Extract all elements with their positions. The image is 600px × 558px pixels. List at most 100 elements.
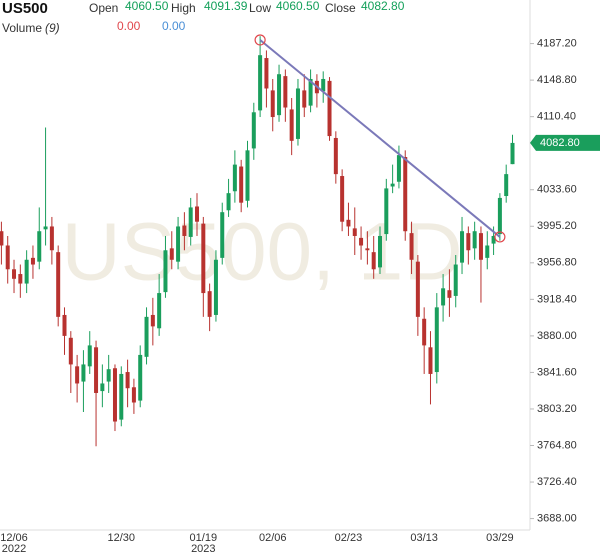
candle-body [422,318,427,346]
candle-body [119,373,124,420]
candle-body [441,288,446,306]
candle-body [289,109,294,141]
candle-body [182,225,187,236]
candle-body [359,237,364,246]
candle-body [213,259,218,315]
y-tick-label: 3688.00 [537,512,577,524]
candle-body [112,368,117,422]
candle-body [510,142,515,165]
symbol: US500 [2,0,48,17]
candle-body [81,364,86,382]
candle-body [277,74,282,116]
candle-body [0,231,4,246]
candle-body [75,366,80,384]
candle-body [428,347,433,374]
candle-body [384,188,389,235]
candle-body [100,383,105,392]
candle-body [485,245,490,258]
candle-body [207,291,212,317]
low-value: 4060.50 [276,0,320,13]
y-tick-label: 4148.80 [537,74,577,86]
candle-body [346,219,351,227]
candle-body [327,80,332,137]
candle-body [176,226,181,262]
last-price-tag [530,134,600,151]
volume-value: 0.00 [117,19,141,33]
y-tick-label: 3803.20 [537,403,577,415]
candle-body [497,197,502,235]
candle-body [188,207,193,237]
candle-body [258,55,263,111]
x-tick-label: 02/06 [259,532,287,544]
candle-body [163,250,168,293]
watermark: US500, 1D [61,207,462,298]
candle-body [201,223,206,294]
candle-body [157,293,162,329]
candle-body [150,314,155,327]
candle-body [37,231,42,262]
x-year-label: 2023 [191,543,215,555]
candle-body [302,90,307,108]
candle-body [321,78,326,92]
candle-body [43,226,48,230]
candle-body [24,259,29,284]
candle-body [365,248,370,251]
candle-body [56,252,61,317]
close-label: Close [325,1,356,15]
candle-body [30,257,35,265]
y-tick-label: 3764.80 [537,439,577,451]
candle-body [352,228,357,236]
candle-body [232,164,237,192]
candle-body [403,157,408,232]
x-tick-label: 03/13 [410,532,438,544]
y-tick-label: 4110.40 [537,111,576,123]
y-tick-label: 3995.20 [537,220,577,232]
candle-body [447,290,452,298]
candle-body [340,176,345,222]
candle-body [245,150,250,201]
candle-body [239,166,244,203]
last-price-label: 4082.80 [540,137,580,149]
candle-body [12,269,17,279]
candle-body [226,193,231,211]
candle-body [371,252,376,270]
y-tick-label: 3956.80 [537,257,577,269]
candle-body [125,372,130,389]
candle-body [378,235,382,268]
volume-label: Volume [2,21,42,35]
high-value: 4091.39 [204,0,248,13]
candle-body [283,76,288,108]
y-tick-label: 3841.60 [537,366,577,378]
y-tick-label: 3880.00 [537,330,577,342]
open-label: Open [89,1,118,15]
volume-period: (9) [45,21,60,35]
x-tick-label: 12/06 [0,532,28,544]
candle-body [504,174,509,197]
low-label: Low [249,1,271,15]
candle-body [68,337,73,365]
candle-body [106,369,111,382]
trendline-anchor [494,231,506,243]
candle-body [453,264,458,296]
y-tick-label: 3726.40 [537,476,577,488]
volume-value: 0.00 [162,19,186,33]
candle-body [251,112,256,149]
candle-body [491,235,496,244]
candle-body [472,231,477,249]
candle-body [434,307,439,373]
candle-body [409,233,414,260]
candle-body [18,274,23,284]
open-value: 4060.50 [125,0,169,13]
candle-body [415,261,420,317]
x-tick-label: 12/30 [108,532,136,544]
candle-body [144,316,149,357]
candle-body [308,78,313,106]
candle-body [478,233,483,260]
trendline-anchor [254,34,266,46]
x-tick-label: 02/23 [335,532,363,544]
candle-body [49,226,54,251]
y-tick-label: 4187.20 [537,37,577,49]
candle-body [460,231,465,263]
candle-body [466,233,471,251]
